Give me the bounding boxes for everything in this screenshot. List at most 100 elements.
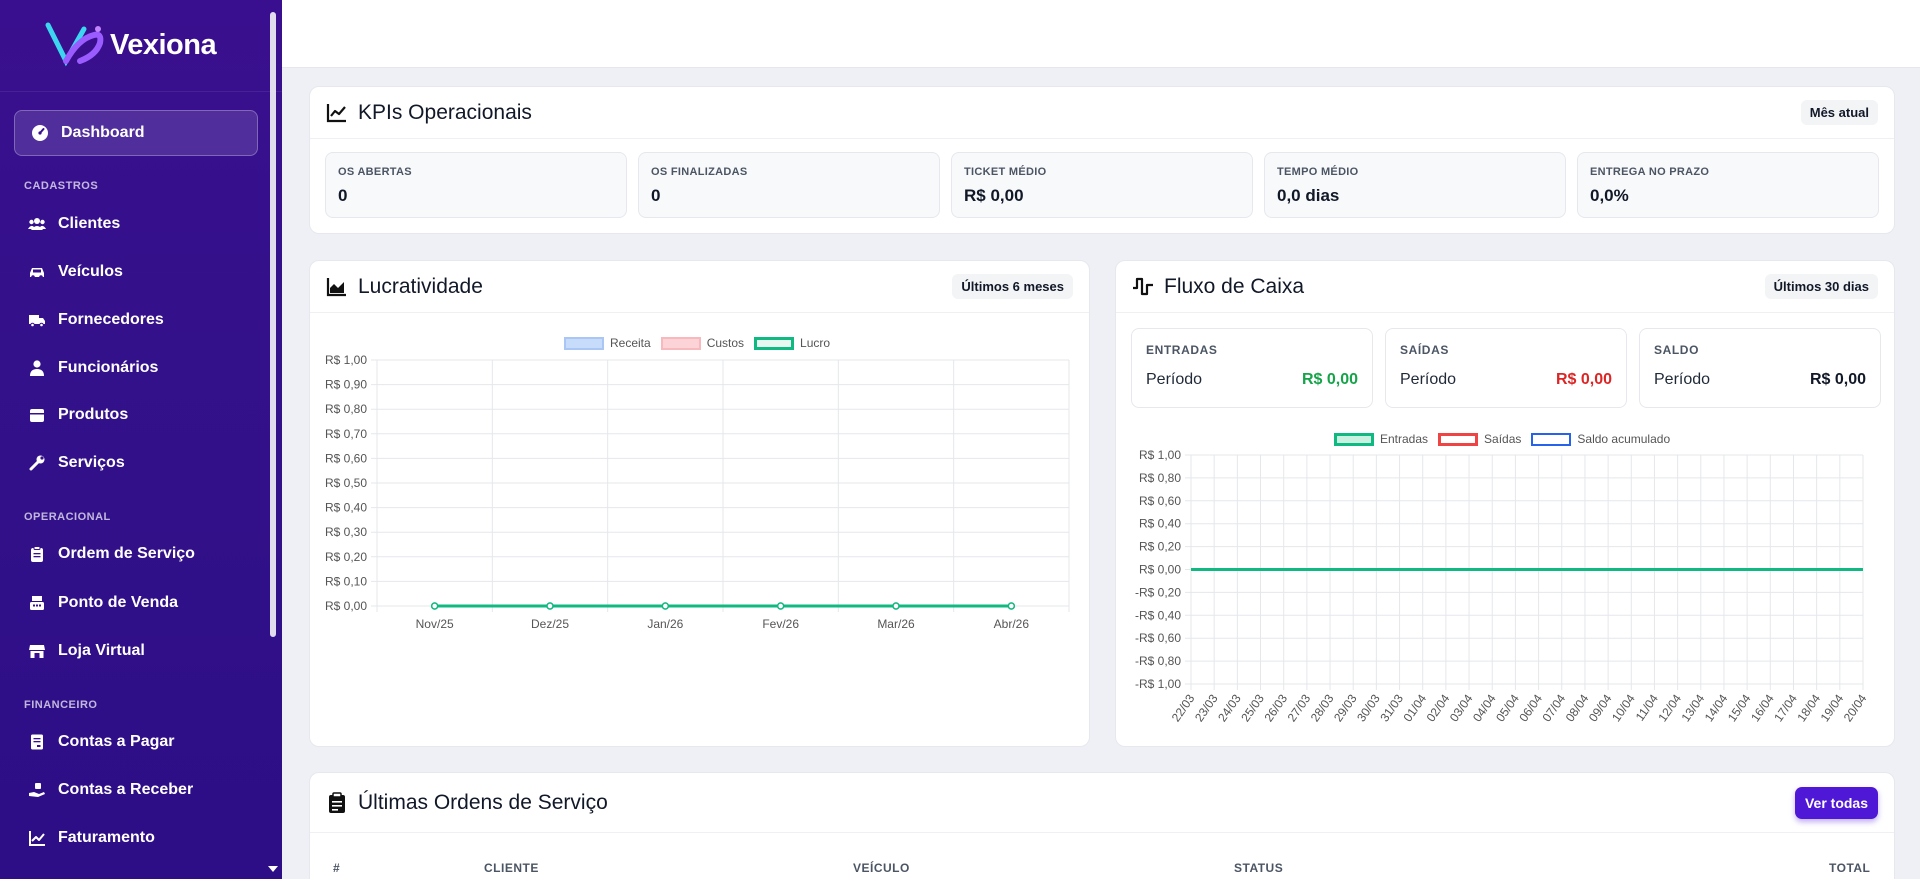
- scroll-down-arrow-icon[interactable]: [268, 866, 278, 872]
- kpis-header: KPIs Operacionais Mês atual: [310, 87, 1894, 139]
- kpi-os-finalizadas: OS FINALIZADAS 0: [638, 152, 940, 218]
- sidebar-item-funcionarios[interactable]: Funcionários: [28, 353, 158, 383]
- sidebar-item-loja-virtual[interactable]: Loja Virtual: [28, 636, 145, 666]
- fluxo-summary-sub: Período: [1400, 371, 1457, 388]
- truck-icon: [29, 315, 45, 328]
- fluxo-header: Fluxo de Caixa Últimos 30 dias: [1116, 261, 1894, 313]
- wrench-icon: [29, 455, 45, 471]
- table-header-veiculo[interactable]: VEÍCULO: [853, 861, 910, 875]
- sidebar-item-label: Faturamento: [58, 829, 155, 846]
- x-tick-label: 10/04: [1609, 691, 1638, 724]
- sidebar-item-label: Dashboard: [61, 124, 145, 141]
- legend-swatch-lucro: [754, 336, 795, 350]
- y-tick-label: R$ 0,10: [325, 574, 367, 588]
- y-tick-label: -R$ 0,80: [1135, 654, 1181, 668]
- x-tick-label: 17/04: [1771, 691, 1800, 724]
- x-tick-label: 30/03: [1354, 691, 1383, 724]
- table-header-cliente[interactable]: CLIENTE: [484, 861, 539, 875]
- sidebar-item-dashboard[interactable]: Dashboard: [14, 110, 258, 156]
- legend-label: Saídas: [1484, 432, 1522, 446]
- x-tick-label: 04/04: [1470, 691, 1499, 724]
- lucratividade-legend: Receita Custos Lucro: [564, 336, 840, 350]
- sidebar-item-label: Veículos: [58, 263, 123, 280]
- x-tick-label: Abr/26: [994, 617, 1030, 631]
- sidebar-item-ordem-de-servico[interactable]: Ordem de Serviço: [28, 539, 195, 569]
- sidebar-item-servicos[interactable]: Serviços: [28, 448, 125, 478]
- kpi-label: OS ABERTAS: [338, 166, 412, 178]
- table-header-total[interactable]: TOTAL: [1829, 861, 1871, 875]
- fluxo-entradas-box: ENTRADAS Período R$ 0,00: [1131, 328, 1373, 408]
- data-point: [892, 602, 900, 610]
- fluxo-period-badge: Últimos 30 dias: [1764, 274, 1878, 299]
- sidebar: Vexiona Dashboard CADASTROS Clientes Veí…: [0, 0, 282, 879]
- fluxo-chart: R$ 1,00 R$ 0,80 R$ 0,60 R$ 0,40 R$ 0,20 R$ 0,…: [1135, 448, 1870, 724]
- brand-logo[interactable]: Vexiona: [0, 0, 282, 92]
- chart-area-icon: [326, 277, 346, 296]
- sidebar-item-label: Funcionários: [58, 359, 159, 376]
- sidebar-item-label: Loja Virtual: [58, 642, 145, 659]
- legend-item-custos[interactable]: Custos: [660, 336, 744, 350]
- y-tick-label: R$ 0,40: [325, 501, 367, 515]
- sidebar-item-clientes[interactable]: Clientes: [28, 209, 120, 239]
- kpi-value: R$ 0,00: [964, 186, 1024, 205]
- fluxo-summary-sub: Período: [1654, 371, 1711, 388]
- clipboard-icon: [31, 546, 43, 562]
- kpi-label: TEMPO MÉDIO: [1277, 166, 1359, 178]
- x-tick-label: Nov/25: [416, 617, 454, 631]
- y-tick-label: R$ 0,60: [1139, 494, 1181, 508]
- sidebar-item-label: Serviços: [58, 454, 125, 471]
- fluxo-summary-value: R$ 0,00: [1809, 371, 1866, 388]
- data-point: [1007, 602, 1016, 610]
- sidebar-item-produtos[interactable]: Produtos: [28, 400, 128, 430]
- ver-todas-button[interactable]: Ver todas: [1794, 786, 1878, 819]
- fluxo-saldo-box: SALDO Período R$ 0,00: [1639, 328, 1881, 408]
- legend-item-saldo[interactable]: Saldo acumulado: [1531, 432, 1670, 446]
- sidebar-item-veiculos[interactable]: Veículos: [28, 257, 123, 287]
- lucratividade-period-badge: Últimos 6 meses: [952, 274, 1073, 299]
- chart-line-icon: [326, 103, 346, 122]
- kpi-label: ENTREGA NO PRAZO: [1590, 166, 1710, 178]
- sidebar-scrollbar[interactable]: [270, 12, 276, 637]
- x-tick-label: Jan/26: [647, 617, 683, 631]
- legend-swatch-saidas: [1438, 432, 1479, 446]
- top-bar: [282, 0, 1920, 68]
- x-tick-label: 16/04: [1748, 691, 1777, 724]
- users-icon: [28, 218, 46, 230]
- kpi-label: OS FINALIZADAS: [651, 166, 748, 178]
- legend-item-entradas[interactable]: Entradas: [1334, 432, 1428, 446]
- clipboard-list-icon: [329, 791, 345, 813]
- x-tick-label: 05/04: [1493, 691, 1522, 724]
- legend-item-saidas[interactable]: Saídas: [1438, 432, 1521, 446]
- legend-swatch-saldo: [1531, 432, 1572, 446]
- sidebar-item-contas-a-pagar[interactable]: Contas a Pagar: [28, 727, 174, 757]
- sidebar-item-ponto-de-venda[interactable]: Ponto de Venda: [28, 588, 178, 618]
- vexiona-logo-icon: [45, 22, 104, 66]
- sidebar-item-faturamento[interactable]: Faturamento: [28, 823, 155, 853]
- section-cadastros: CADASTROS: [24, 180, 99, 192]
- user-tie-icon: [30, 360, 44, 376]
- chart-line-icon: [29, 831, 45, 846]
- x-tick-label: 22/03: [1169, 691, 1198, 724]
- kpi-value: 0,0 dias: [1277, 186, 1340, 205]
- legend-item-receita[interactable]: Receita: [564, 336, 651, 350]
- x-tick-label: 31/03: [1377, 691, 1406, 724]
- legend-swatch-entradas: [1334, 432, 1374, 446]
- x-tick-label: 29/03: [1331, 691, 1360, 724]
- lucratividade-header: Lucratividade Últimos 6 meses: [310, 261, 1089, 313]
- legend-swatch-receita: [564, 336, 604, 350]
- store-icon: [29, 645, 45, 658]
- gauge-icon: [32, 125, 48, 141]
- y-tick-label: -R$ 1,00: [1135, 677, 1181, 691]
- y-tick-label: R$ 0,00: [325, 599, 367, 613]
- fluxo-title: Fluxo de Caixa: [1164, 274, 1305, 298]
- legend-item-lucro[interactable]: Lucro: [754, 336, 830, 350]
- legend-swatch-custos: [660, 336, 701, 350]
- x-tick-label: 18/04: [1794, 691, 1823, 724]
- table-header-status[interactable]: STATUS: [1234, 861, 1284, 875]
- kpis-period-badge: Mês atual: [1800, 100, 1878, 125]
- invoice-icon: [31, 734, 43, 750]
- sidebar-item-fornecedores[interactable]: Fornecedores: [28, 305, 164, 335]
- table-header-id[interactable]: #: [333, 861, 341, 875]
- legend-label: Receita: [610, 336, 651, 350]
- sidebar-item-contas-a-receber[interactable]: Contas a Receber: [28, 775, 193, 805]
